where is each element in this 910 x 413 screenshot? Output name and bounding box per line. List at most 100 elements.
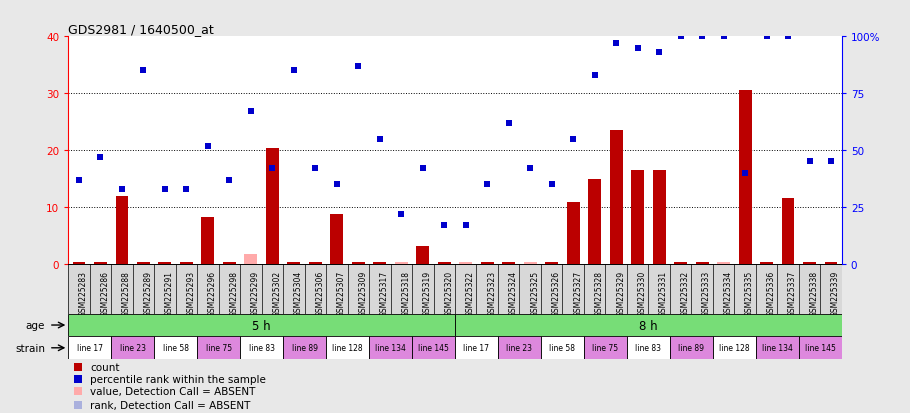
Point: [394, 211, 409, 218]
Bar: [455, 314, 842, 337]
Bar: [68, 337, 111, 359]
Point: [329, 181, 344, 188]
Text: GSM225324: GSM225324: [509, 270, 518, 316]
Point: [532, 345, 547, 351]
Text: GSM225325: GSM225325: [531, 270, 540, 316]
Bar: [610, 131, 622, 264]
Point: [652, 50, 666, 56]
Text: GSM225332: GSM225332: [681, 270, 690, 316]
Point: [200, 143, 215, 150]
Bar: [111, 337, 154, 359]
Text: GSM225334: GSM225334: [723, 270, 733, 316]
Text: line 89: line 89: [291, 344, 318, 352]
Text: line 83: line 83: [248, 344, 275, 352]
Point: [673, 34, 688, 40]
Bar: [240, 337, 283, 359]
Text: GSM225326: GSM225326: [551, 270, 561, 316]
Bar: [137, 263, 150, 264]
Text: line 89: line 89: [678, 344, 704, 352]
Point: [759, 34, 774, 40]
Text: GSM225302: GSM225302: [272, 270, 281, 316]
Bar: [455, 337, 498, 359]
Bar: [116, 196, 128, 264]
Bar: [438, 263, 450, 264]
Point: [136, 68, 151, 74]
Bar: [824, 263, 837, 264]
Bar: [373, 263, 386, 264]
Point: [532, 223, 547, 230]
Text: line 17: line 17: [463, 344, 490, 352]
Point: [631, 45, 645, 52]
Text: GSM225319: GSM225319: [423, 270, 431, 316]
Bar: [326, 337, 369, 359]
Text: GSM225299: GSM225299: [251, 270, 260, 316]
Text: GSM225296: GSM225296: [207, 270, 217, 316]
Point: [437, 222, 451, 229]
Point: [738, 170, 753, 177]
Bar: [369, 337, 412, 359]
Text: 5 h: 5 h: [252, 319, 271, 332]
Point: [372, 136, 387, 143]
Point: [416, 166, 430, 172]
Bar: [180, 263, 193, 264]
Text: GSM225286: GSM225286: [100, 270, 109, 316]
Text: GSM225327: GSM225327: [573, 270, 582, 316]
Text: GSM225306: GSM225306: [316, 270, 324, 316]
Text: GSM225283: GSM225283: [79, 270, 88, 316]
Bar: [739, 91, 752, 264]
Point: [308, 166, 323, 172]
Text: strain: strain: [15, 343, 46, 353]
Bar: [674, 263, 687, 264]
Bar: [804, 263, 816, 264]
Bar: [502, 263, 515, 264]
Text: percentile rank within the sample: percentile rank within the sample: [90, 374, 266, 384]
Text: GSM225291: GSM225291: [165, 270, 174, 316]
Bar: [695, 263, 709, 264]
Text: value, Detection Call = ABSENT: value, Detection Call = ABSENT: [90, 387, 256, 396]
Text: line 58: line 58: [550, 344, 575, 352]
Point: [523, 166, 538, 172]
Point: [72, 177, 86, 183]
Point: [115, 186, 129, 192]
Point: [244, 109, 258, 115]
Text: GSM225329: GSM225329: [616, 270, 625, 316]
Bar: [266, 149, 278, 264]
Text: line 145: line 145: [804, 344, 835, 352]
Bar: [713, 337, 756, 359]
Bar: [627, 337, 670, 359]
Point: [532, 110, 547, 117]
Text: rank, Detection Call = ABSENT: rank, Detection Call = ABSENT: [90, 400, 250, 410]
Point: [716, 34, 731, 40]
Text: GSM225304: GSM225304: [294, 270, 303, 316]
Text: GSM225339: GSM225339: [831, 270, 840, 316]
Point: [93, 154, 107, 161]
Text: line 75: line 75: [592, 344, 619, 352]
Bar: [498, 337, 541, 359]
Text: line 23: line 23: [507, 344, 532, 352]
Bar: [288, 263, 300, 264]
Bar: [197, 337, 240, 359]
Bar: [652, 171, 665, 264]
Bar: [330, 215, 343, 264]
Bar: [68, 314, 455, 337]
Bar: [632, 171, 644, 264]
Text: GSM225333: GSM225333: [703, 270, 711, 316]
Text: GSM225293: GSM225293: [187, 270, 196, 316]
Text: GSM225328: GSM225328: [594, 270, 603, 316]
Point: [824, 159, 838, 165]
Text: line 58: line 58: [163, 344, 188, 352]
Point: [695, 34, 710, 40]
Point: [587, 72, 602, 79]
Text: GSM225322: GSM225322: [466, 270, 475, 316]
Bar: [416, 246, 430, 264]
Bar: [717, 263, 730, 264]
Point: [501, 120, 516, 127]
Bar: [158, 263, 171, 264]
Point: [157, 186, 172, 192]
Text: line 128: line 128: [332, 344, 363, 352]
Bar: [670, 337, 713, 359]
Bar: [395, 263, 408, 264]
Bar: [245, 254, 258, 264]
Point: [609, 40, 623, 47]
Point: [532, 0, 547, 5]
